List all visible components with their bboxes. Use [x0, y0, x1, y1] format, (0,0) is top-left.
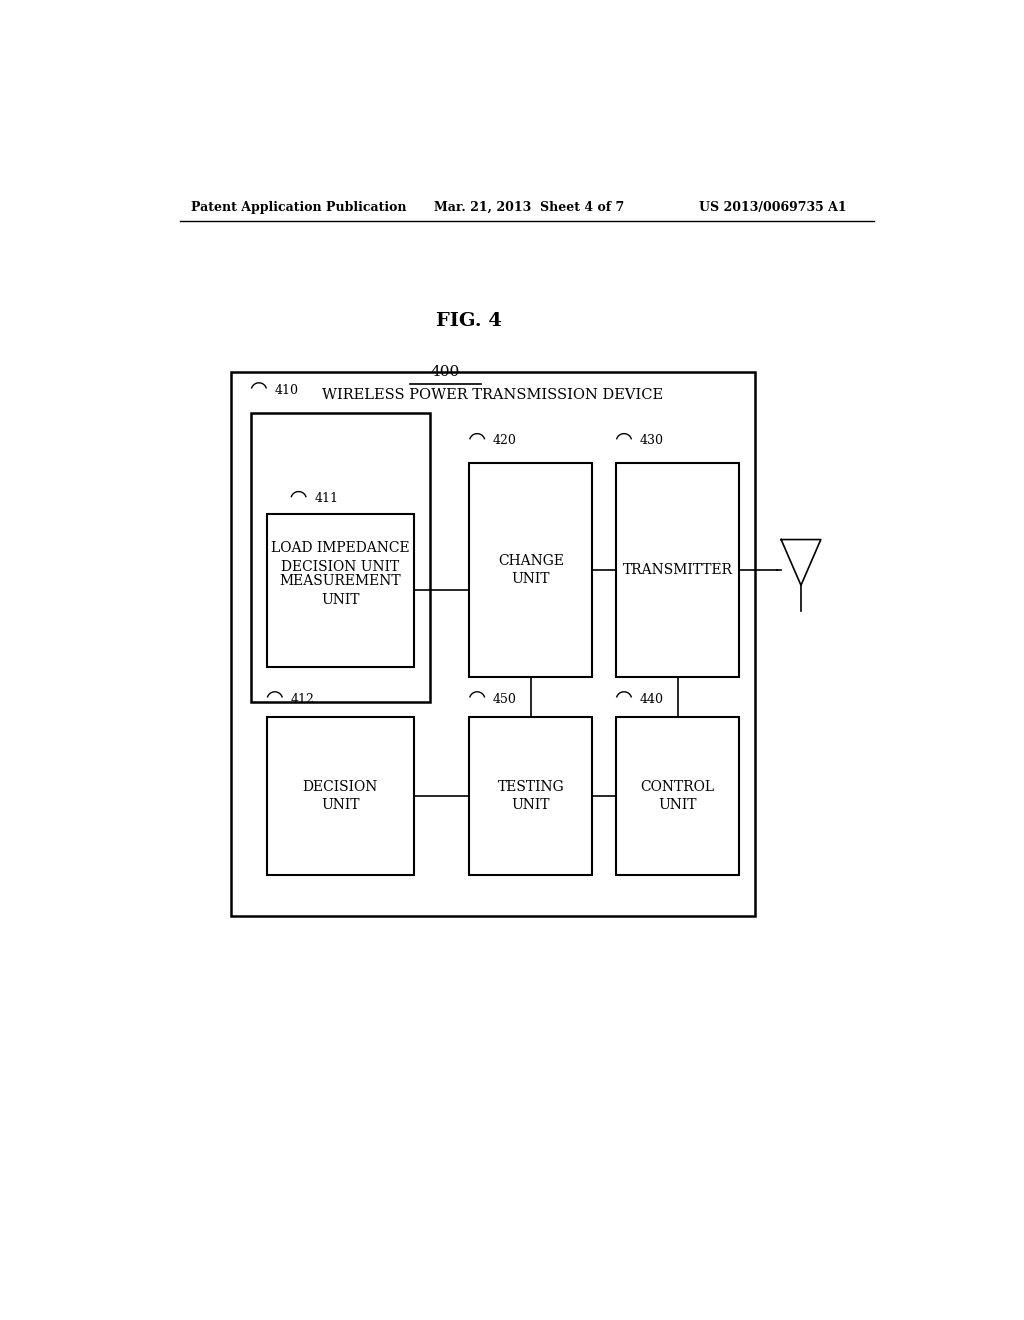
- Text: DECISION
UNIT: DECISION UNIT: [303, 780, 378, 812]
- Text: TESTING
UNIT: TESTING UNIT: [498, 780, 564, 812]
- Text: 411: 411: [314, 492, 339, 506]
- Text: FIG. 4: FIG. 4: [436, 312, 502, 330]
- Text: US 2013/0069735 A1: US 2013/0069735 A1: [699, 201, 847, 214]
- Text: 430: 430: [640, 434, 664, 447]
- Text: Mar. 21, 2013  Sheet 4 of 7: Mar. 21, 2013 Sheet 4 of 7: [433, 201, 624, 214]
- Text: 412: 412: [291, 693, 314, 706]
- Text: Patent Application Publication: Patent Application Publication: [191, 201, 407, 214]
- Text: LOAD IMPEDANCE
DECISION UNIT: LOAD IMPEDANCE DECISION UNIT: [271, 541, 410, 573]
- Text: 440: 440: [640, 693, 664, 706]
- Text: 410: 410: [274, 384, 299, 396]
- Text: CONTROL
UNIT: CONTROL UNIT: [640, 780, 715, 812]
- Bar: [469, 718, 592, 875]
- Bar: [469, 463, 592, 677]
- Bar: [267, 718, 414, 875]
- Text: TRANSMITTER: TRANSMITTER: [623, 564, 732, 577]
- Bar: [231, 372, 755, 916]
- Text: MEASUREMENT
UNIT: MEASUREMENT UNIT: [280, 574, 401, 607]
- Text: 400: 400: [431, 364, 460, 379]
- Bar: [251, 412, 430, 702]
- Text: 450: 450: [494, 693, 517, 706]
- Text: WIRELESS POWER TRANSMISSION DEVICE: WIRELESS POWER TRANSMISSION DEVICE: [323, 388, 664, 403]
- Bar: [267, 515, 414, 667]
- Bar: [616, 463, 739, 677]
- Bar: [616, 718, 739, 875]
- Text: CHANGE
UNIT: CHANGE UNIT: [498, 554, 564, 586]
- Text: 420: 420: [494, 434, 517, 447]
